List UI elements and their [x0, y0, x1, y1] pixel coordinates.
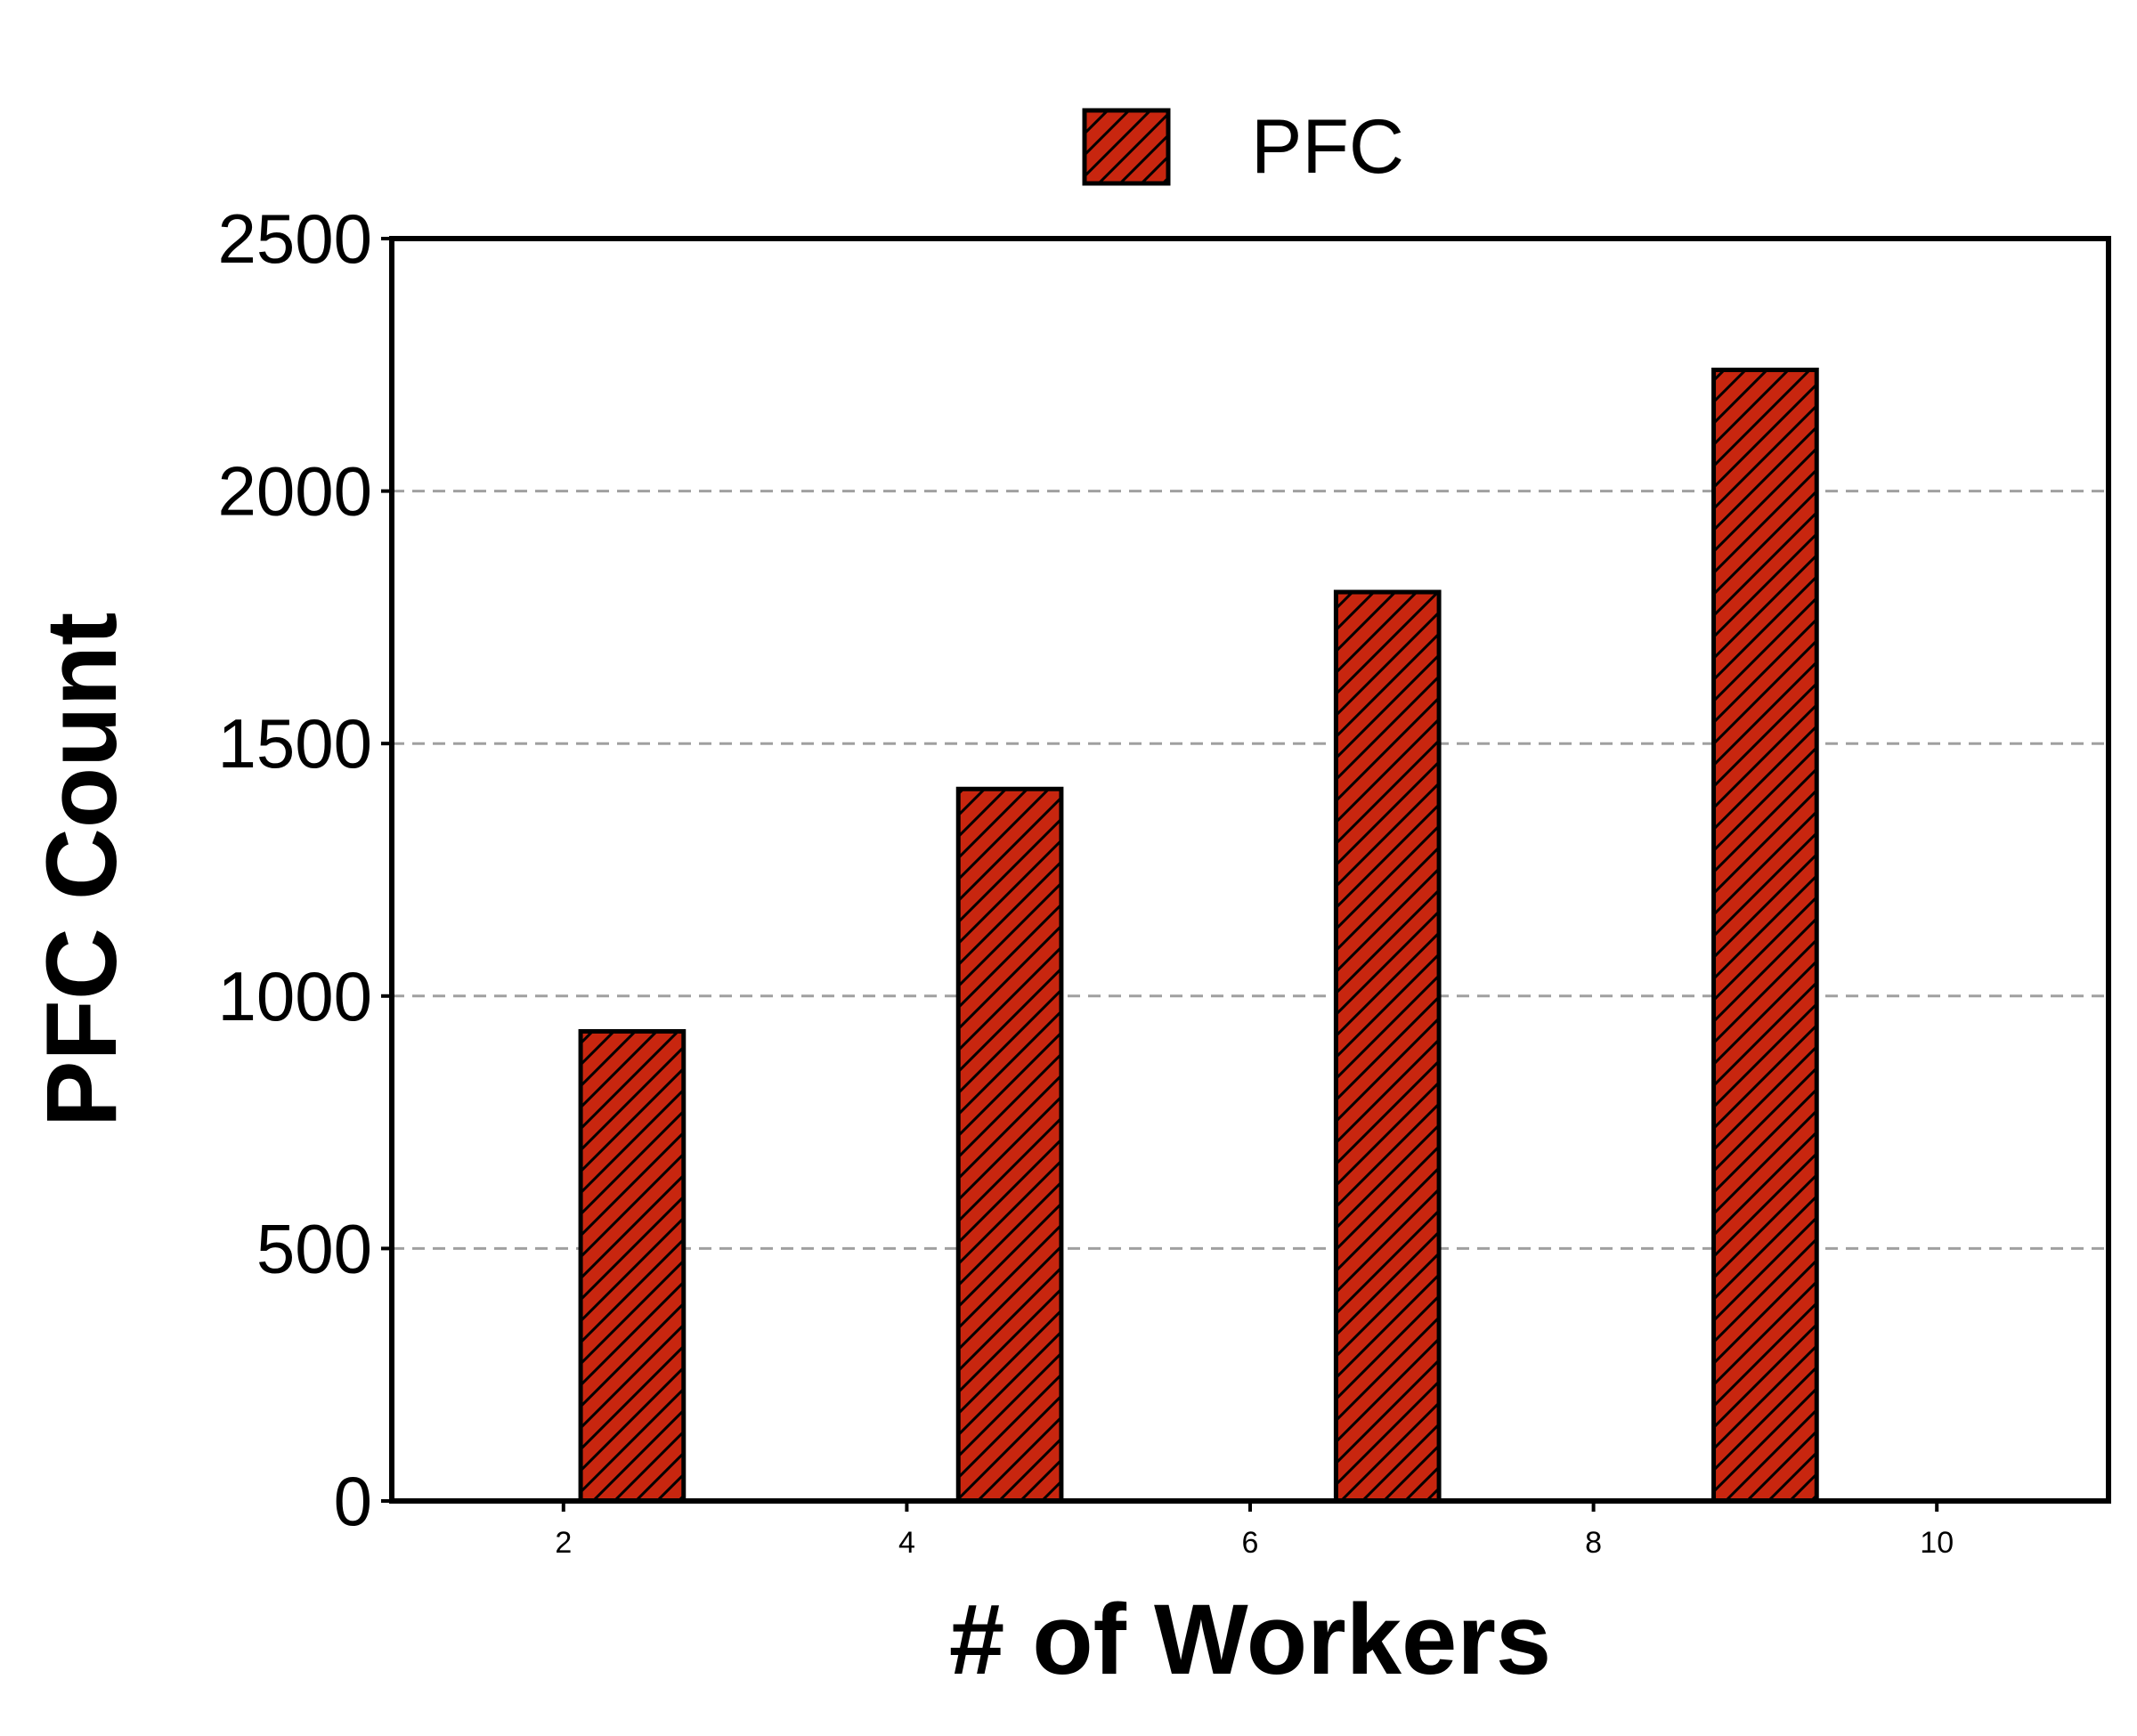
- y-tick-label-500: 500: [256, 1209, 372, 1287]
- y-tick-label-2000: 2000: [217, 452, 372, 531]
- legend-label: PFC: [1251, 104, 1404, 190]
- y-tick-label-0: 0: [334, 1462, 372, 1540]
- x-tick-label-2: 2: [555, 1526, 572, 1560]
- x-axis-title: # of Workers: [949, 1584, 1551, 1695]
- legend-swatch: [1082, 108, 1171, 186]
- x-tick-label-8: 8: [1585, 1526, 1602, 1560]
- x-tick-label-6: 6: [1242, 1526, 1259, 1560]
- y-tick-label-1000: 1000: [217, 957, 372, 1035]
- plot-frame: [389, 236, 2111, 1504]
- x-tick-label-10: 10: [1920, 1526, 1954, 1560]
- bar-1: [955, 786, 1064, 1504]
- bar-2: [1333, 589, 1442, 1504]
- axis-ticks: 0 500 1000 1500 2000 2500 2 4 6 8 10: [217, 199, 1954, 1560]
- bar-0: [578, 1029, 687, 1504]
- bar-3: [1711, 367, 1819, 1504]
- y-tick-label-1500: 1500: [217, 704, 372, 783]
- y-axis-title: PFC Count: [26, 612, 137, 1128]
- legend: PFC: [1082, 104, 1404, 190]
- x-tick-label-4: 4: [898, 1526, 915, 1560]
- bars: [578, 367, 1819, 1504]
- y-tick-label-2500: 2500: [217, 199, 372, 278]
